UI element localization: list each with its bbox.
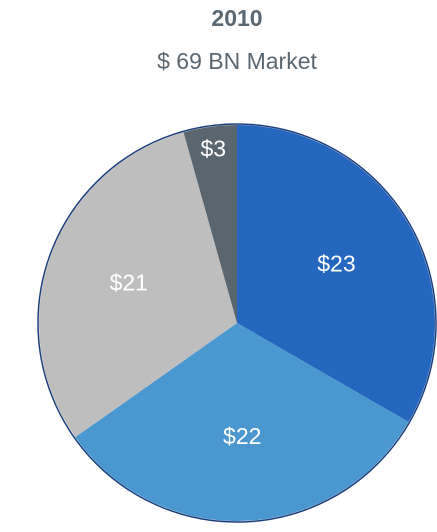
chart-subtitle: $ 69 BN Market (157, 48, 317, 74)
pie-slice (183, 125, 237, 323)
pie-slice (38, 132, 237, 438)
pie-outline (37, 123, 437, 523)
data-label: $21 (110, 270, 148, 296)
data-label: $23 (317, 251, 355, 277)
data-label: $3 (200, 135, 226, 161)
data-label: $22 (223, 423, 261, 449)
chart-title: 2010 (211, 5, 262, 31)
pie-slice (237, 125, 435, 422)
pie-slice (75, 323, 409, 521)
